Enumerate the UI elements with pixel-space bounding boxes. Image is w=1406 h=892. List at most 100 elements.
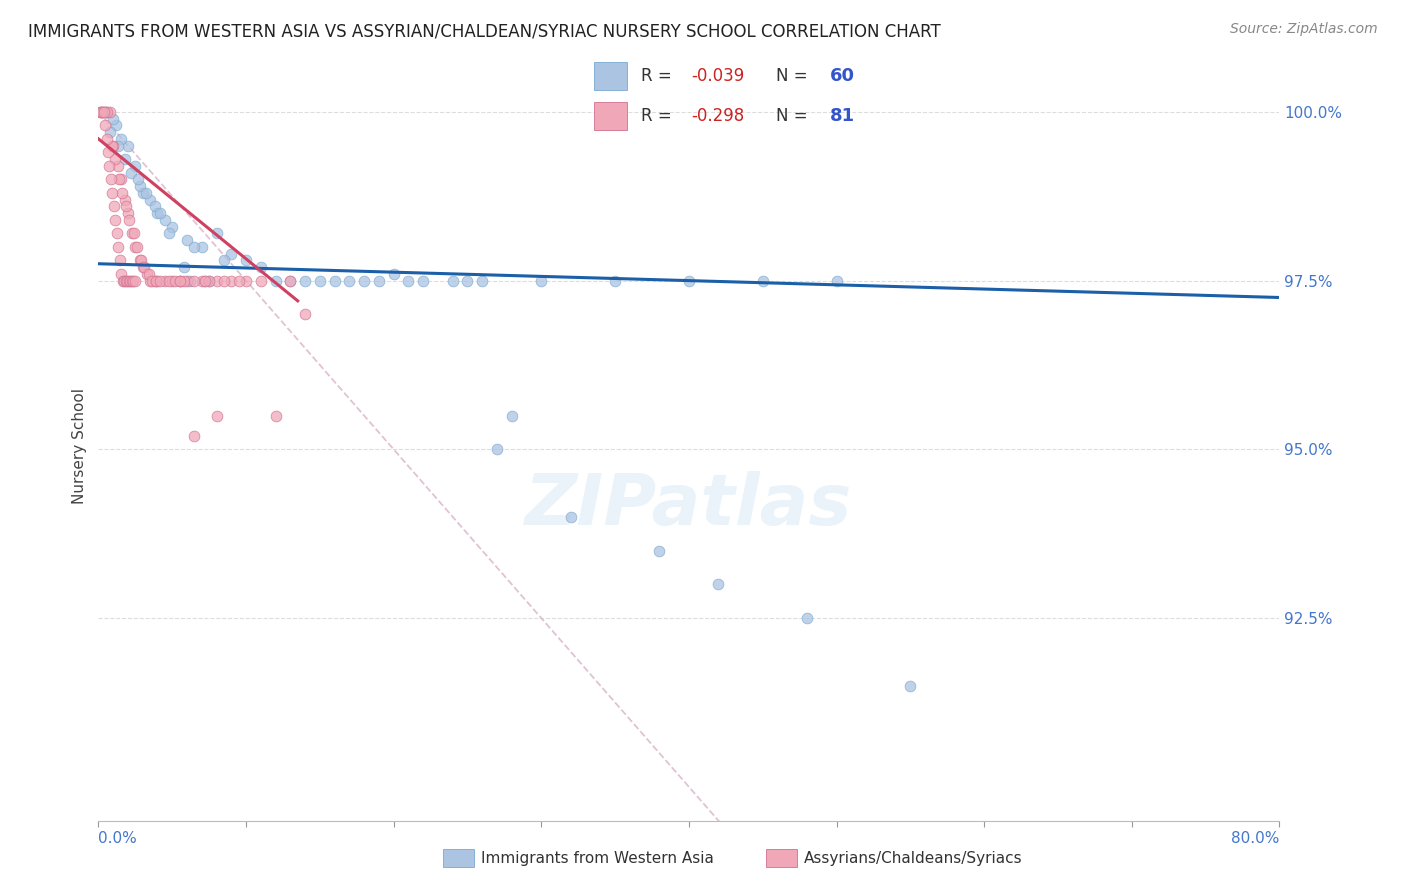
Point [162, 274, 183, 288]
Point [94, 104, 117, 119]
Point [136, 267, 159, 281]
Point [228, 274, 250, 288]
Point [118, 212, 141, 227]
Point [309, 274, 332, 288]
Point [183, 240, 205, 254]
Point [212, 253, 235, 268]
Point [191, 240, 214, 254]
Point [173, 260, 195, 274]
Point [110, 132, 132, 146]
Point [117, 206, 139, 220]
Point [900, 679, 922, 693]
Point [93, 104, 115, 119]
Point [221, 274, 243, 288]
Point [111, 186, 134, 200]
Point [104, 212, 127, 227]
Point [678, 274, 700, 288]
Point [250, 274, 273, 288]
Point [129, 253, 152, 268]
Point [471, 274, 494, 288]
Point [501, 409, 523, 423]
Point [169, 274, 191, 288]
Point [107, 159, 129, 173]
FancyBboxPatch shape [593, 62, 627, 90]
Point [157, 274, 180, 288]
Point [198, 274, 221, 288]
Point [97, 145, 120, 160]
Point [132, 260, 155, 274]
Point [280, 274, 302, 288]
Point [141, 274, 163, 288]
Text: Assyrians/Chaldeans/Syriacs: Assyrians/Chaldeans/Syriacs [804, 851, 1022, 865]
Point [124, 159, 146, 173]
Point [103, 112, 125, 126]
Point [250, 260, 273, 274]
Point [96, 104, 118, 119]
Point [128, 253, 150, 268]
Text: IMMIGRANTS FROM WESTERN ASIA VS ASSYRIAN/CHALDEAN/SYRIAC NURSERY SCHOOL CORRELAT: IMMIGRANTS FROM WESTERN ASIA VS ASSYRIAN… [28, 22, 941, 40]
Point [560, 509, 582, 524]
Point [124, 240, 146, 254]
Text: ZIPatlas: ZIPatlas [526, 472, 852, 541]
Point [153, 274, 176, 288]
Point [368, 274, 391, 288]
Point [149, 206, 172, 220]
Point [89, 104, 111, 119]
Point [96, 132, 118, 146]
Point [107, 138, 129, 153]
Point [105, 119, 128, 133]
Point [118, 274, 141, 288]
Point [221, 246, 243, 260]
Point [134, 260, 156, 274]
Point [135, 186, 157, 200]
Point [105, 227, 128, 241]
Point [114, 193, 136, 207]
Point [825, 274, 848, 288]
Point [121, 274, 143, 288]
Point [98, 125, 121, 139]
Point [124, 274, 146, 288]
Point [191, 274, 214, 288]
Point [194, 274, 217, 288]
Point [117, 138, 139, 153]
Point [143, 199, 166, 213]
Point [486, 442, 509, 457]
Point [353, 274, 375, 288]
Point [90, 104, 112, 119]
Point [138, 267, 160, 281]
Point [100, 138, 122, 153]
Point [412, 274, 434, 288]
Point [280, 274, 302, 288]
Point [115, 274, 138, 288]
Point [115, 199, 138, 213]
Text: -0.298: -0.298 [692, 107, 745, 125]
Point [176, 233, 198, 247]
Point [149, 274, 172, 288]
Point [122, 274, 145, 288]
Point [605, 274, 627, 288]
Point [94, 104, 117, 119]
Point [157, 227, 180, 241]
Point [114, 274, 136, 288]
Point [91, 104, 114, 119]
Point [205, 227, 228, 241]
Point [110, 172, 132, 186]
Point [127, 172, 149, 186]
Point [176, 274, 198, 288]
Point [104, 152, 127, 166]
Point [121, 227, 143, 241]
Point [146, 206, 169, 220]
Point [648, 543, 671, 558]
Point [294, 274, 316, 288]
Point [107, 240, 129, 254]
Point [441, 274, 464, 288]
Text: -0.039: -0.039 [692, 68, 745, 86]
Point [103, 138, 125, 153]
Point [179, 274, 201, 288]
Text: 80.0%: 80.0% [1232, 830, 1279, 846]
Point [98, 104, 121, 119]
Point [235, 274, 257, 288]
Text: R =: R = [641, 107, 676, 125]
Point [264, 409, 287, 423]
Text: 60: 60 [830, 68, 855, 86]
